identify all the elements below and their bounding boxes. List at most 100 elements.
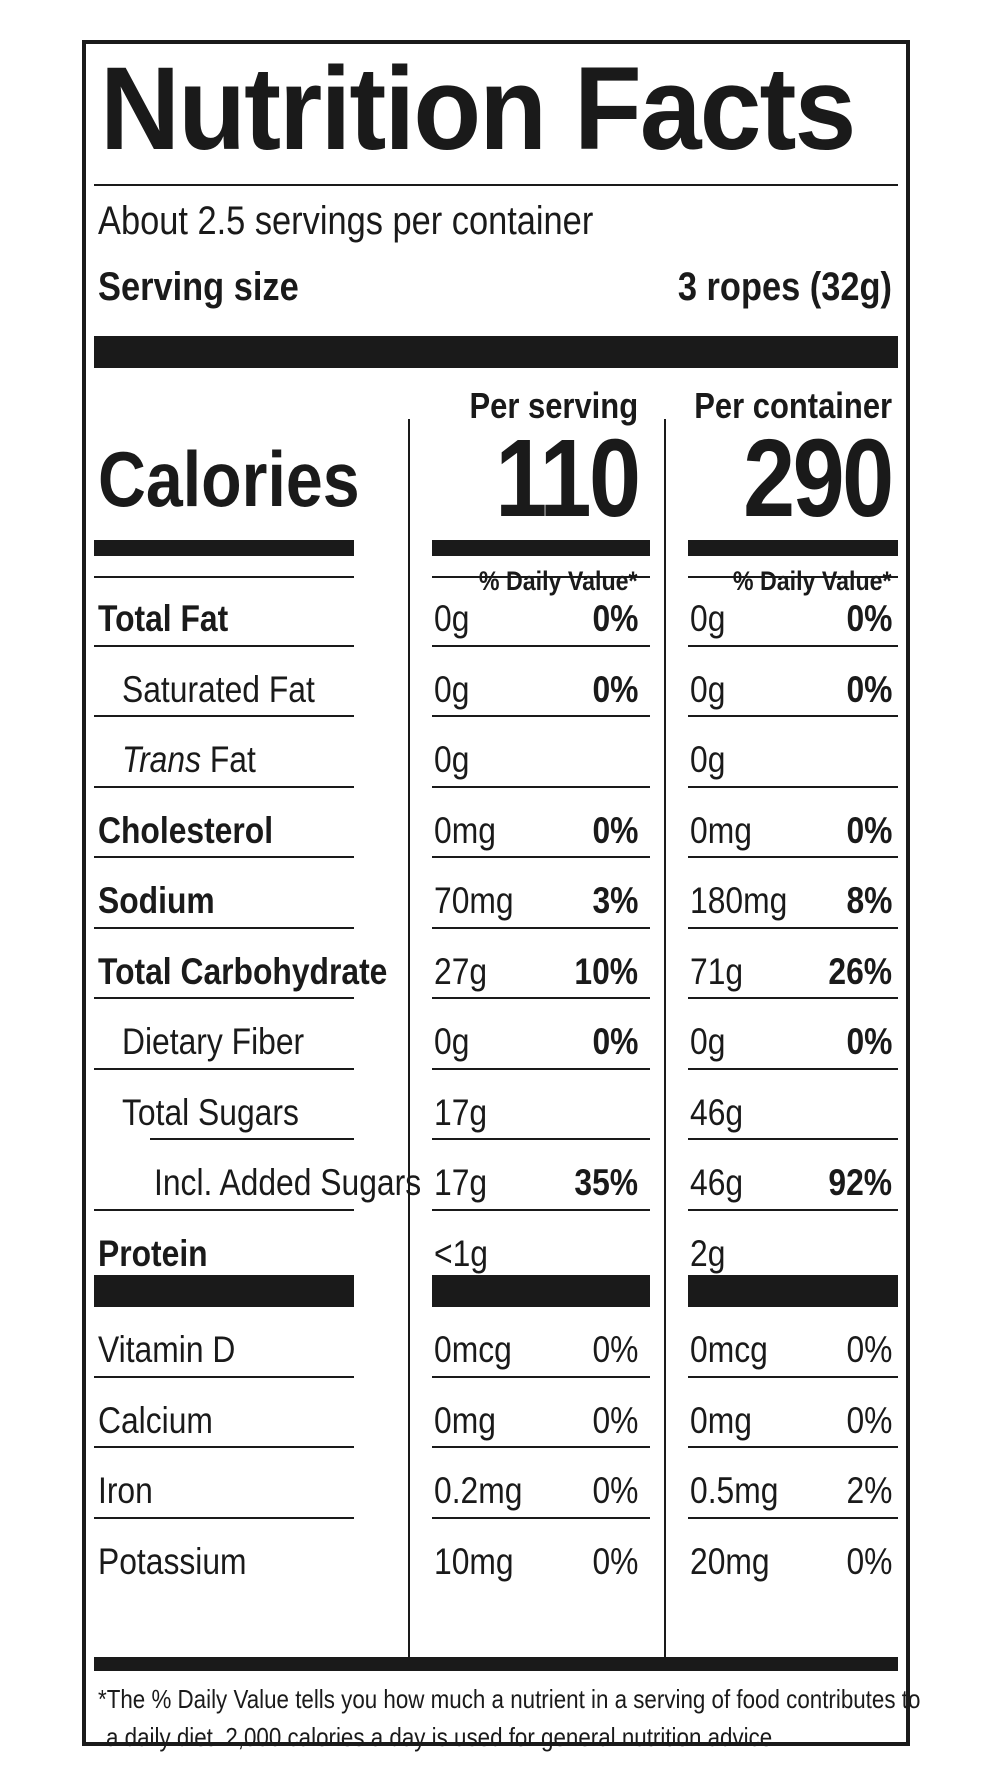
per-container-daily-value: 0% (846, 1540, 892, 1582)
footnote-line1: *The % Daily Value tells you how much a … (98, 1684, 921, 1714)
row-divider (432, 1446, 650, 1448)
per-container-amount: 0g (690, 739, 726, 780)
per-container-amount: 46g (690, 1091, 744, 1133)
per-container-amount: 20mg (690, 1540, 770, 1582)
per-serving-daily-value: 0% (592, 598, 638, 639)
per-serving-amount: 0g (434, 668, 470, 710)
per-container-daily-value: 2% (846, 1470, 892, 1511)
per-serving-amount: 0g (434, 1021, 470, 1062)
thick-divider (94, 1657, 898, 1671)
per-serving-daily-value: 10% (574, 950, 638, 992)
row-divider (94, 785, 354, 788)
daily-value-header: % Daily Value* (733, 566, 892, 596)
per-container-daily-value: 8% (846, 880, 892, 921)
per-container-amount: 0mcg (690, 1329, 768, 1370)
row-divider (432, 1208, 650, 1211)
per-container-amount: 0mg (690, 809, 752, 851)
per-serving-daily-value: 35% (574, 1162, 638, 1203)
row-divider (94, 1275, 354, 1307)
nutrient-label: Vitamin D (98, 1329, 236, 1370)
row-divider (688, 644, 898, 647)
row-divider (432, 1375, 650, 1378)
row-divider (94, 715, 354, 717)
row-divider (432, 1275, 650, 1307)
row-divider (688, 1138, 898, 1140)
per-serving-amount: 0mg (434, 809, 496, 851)
row-divider (688, 785, 898, 788)
row-divider (432, 997, 650, 999)
per-container-amount: 0g (690, 668, 726, 710)
row-divider (688, 1275, 898, 1307)
row-divider (432, 644, 650, 647)
nutrient-label: Sodium (98, 880, 215, 921)
per-container-amount: 180mg (690, 880, 788, 921)
row-divider (688, 1516, 898, 1519)
row-divider (94, 1208, 354, 1211)
serving-size-value: 3 ropes (32g) (677, 265, 892, 309)
per-container-amount: 2g (690, 1232, 726, 1274)
per-serving-amount: 10mg (434, 1540, 514, 1582)
row-divider (688, 1208, 898, 1211)
row-divider (150, 1138, 354, 1140)
row-divider (94, 1067, 354, 1070)
per-serving-amount: 0mg (434, 1399, 496, 1441)
nutrient-label: Incl. Added Sugars (154, 1162, 422, 1203)
per-container-amount: 0mg (690, 1399, 752, 1441)
row-divider (94, 1375, 354, 1378)
col-per-container: Per container (694, 385, 892, 426)
per-container-amount: 46g (690, 1162, 744, 1203)
per-container-daily-value: 0% (846, 809, 892, 851)
per-container-amount: 0g (690, 1021, 726, 1062)
per-serving-amount: 0mcg (434, 1329, 512, 1370)
thick-divider (688, 540, 898, 556)
row-divider (94, 926, 354, 929)
column-separator (664, 419, 666, 1666)
row-divider (432, 856, 650, 858)
nutrient-label: Potassium (98, 1540, 247, 1582)
per-serving-daily-value: 0% (592, 668, 638, 710)
nutrient-label: Dietary Fiber (122, 1021, 305, 1062)
column-separator (408, 419, 410, 1666)
row-divider (688, 715, 898, 717)
per-container-amount: 0.5mg (690, 1470, 779, 1511)
row-divider (94, 1446, 354, 1448)
page-title: Nutrition Facts (100, 43, 856, 175)
thick-divider (94, 540, 354, 556)
divider (94, 184, 898, 186)
per-serving-daily-value: 0% (592, 1329, 638, 1370)
row-divider (432, 576, 650, 578)
per-container-daily-value: 0% (846, 1329, 892, 1370)
per-serving-amount: 0g (434, 598, 470, 639)
per-serving-amount: 17g (434, 1091, 488, 1133)
per-serving-daily-value: 0% (592, 1470, 638, 1511)
per-serving-amount: 27g (434, 950, 488, 992)
per-serving-daily-value: 0% (592, 1399, 638, 1441)
nutrient-label: Total Fat (98, 598, 229, 639)
per-serving-daily-value: 0% (592, 1540, 638, 1582)
per-container-amount: 0g (690, 598, 726, 639)
per-container-amount: 71g (690, 950, 744, 992)
nutrition-facts-panel: Nutrition Facts About 2.5 servings per c… (82, 40, 920, 1752)
per-serving-amount: 0g (434, 739, 470, 780)
row-divider (688, 1446, 898, 1448)
row-divider (688, 576, 898, 578)
serving-size-label: Serving size (98, 265, 299, 309)
per-serving-daily-value: 0% (592, 1021, 638, 1062)
row-divider (688, 1375, 898, 1378)
row-divider (432, 1516, 650, 1519)
nutrient-label: Saturated Fat (122, 668, 315, 710)
calories-per-container: 290 (743, 417, 895, 540)
nutrient-label-italic: Trans (122, 739, 201, 780)
calories-label: Calories (98, 435, 360, 523)
per-container-daily-value: 0% (846, 1021, 892, 1062)
row-divider (432, 785, 650, 788)
per-serving-amount: <1g (434, 1232, 488, 1274)
nutrient-label: Total Sugars (122, 1091, 299, 1133)
per-serving-amount: 70mg (434, 880, 514, 921)
row-divider (688, 997, 898, 999)
nutrient-label: Iron (98, 1470, 153, 1511)
row-divider (432, 1067, 650, 1070)
per-container-daily-value: 0% (846, 668, 892, 710)
thick-divider (94, 336, 898, 368)
daily-value-header: % Daily Value* (479, 566, 638, 596)
